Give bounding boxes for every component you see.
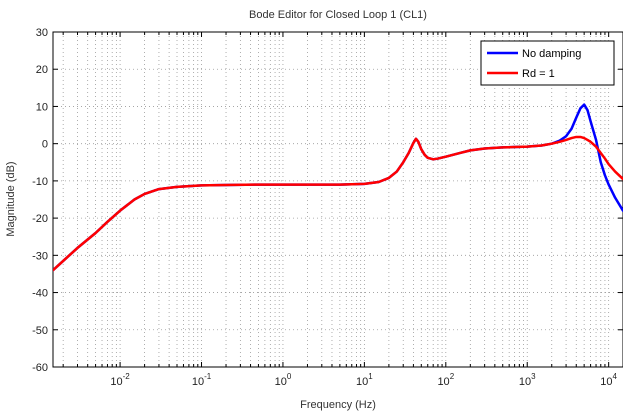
- y-tick-label: -60: [32, 362, 48, 374]
- y-tick-label: -10: [32, 176, 48, 188]
- x-tick-label: 101: [356, 372, 373, 388]
- y-tick-label: -50: [32, 325, 48, 337]
- legend-box: [480, 40, 615, 86]
- y-tick-label: 30: [36, 27, 48, 39]
- x-axis-title: Frequency (Hz): [300, 399, 376, 411]
- plot-area-border: [52, 31, 623, 368]
- y-tick-label: 20: [36, 64, 48, 76]
- chart-title: Bode Editor for Closed Loop 1 (CL1): [249, 9, 427, 21]
- x-tick-label: 100: [275, 372, 292, 388]
- y-axis-title: Magnitude (dB): [5, 161, 17, 236]
- x-axis: 10-2 10-1 100 101 102 103 104: [62, 32, 618, 388]
- x-tick-label: 102: [437, 372, 454, 388]
- legend-label-no-damping: No damping: [522, 48, 581, 60]
- y-tick-label: -30: [32, 250, 48, 262]
- x-tick-label: 103: [519, 372, 536, 388]
- x-tick-label: 104: [600, 372, 617, 388]
- y-tick-label: 0: [42, 139, 48, 151]
- series-group: [53, 103, 623, 272]
- legend: No damping Rd = 1: [480, 40, 615, 86]
- x-tick-label: 10-1: [192, 372, 212, 388]
- y-tick-label: 10: [36, 101, 48, 113]
- x-tick-label: 10-2: [110, 372, 130, 388]
- legend-label-rd-1: Rd = 1: [522, 68, 555, 80]
- y-tick-label: -20: [32, 213, 48, 225]
- series-line-rd-1: [53, 135, 623, 272]
- y-tick-label: -40: [32, 288, 48, 300]
- grid: [53, 32, 623, 367]
- y-axis: -60 -50 -40 -30 -20 -10 0 10 20 30: [32, 27, 623, 374]
